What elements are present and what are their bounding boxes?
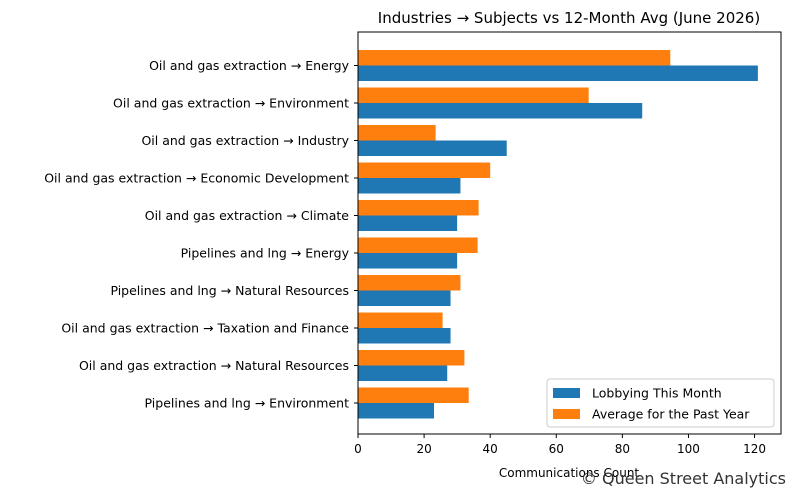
bar-this-month bbox=[358, 103, 643, 119]
plot-frame bbox=[357, 31, 782, 435]
y-tick-label: Oil and gas extraction → Economic Develo… bbox=[44, 171, 349, 186]
legend-swatch bbox=[553, 409, 580, 419]
y-tick-label: Oil and gas extraction → Environment bbox=[113, 96, 349, 111]
y-tick-label: Oil and gas extraction → Climate bbox=[145, 208, 350, 223]
bar-this-month bbox=[358, 65, 758, 81]
y-tick-labels: Oil and gas extraction → Energy Oil and g… bbox=[44, 58, 358, 411]
legend-label: Average for the Past Year bbox=[592, 407, 750, 422]
bar-past-year-avg bbox=[358, 200, 479, 216]
bar-this-month bbox=[358, 403, 435, 419]
chart-title: Industries → Subjects vs 12-Month Avg (J… bbox=[378, 9, 760, 27]
bar-this-month bbox=[358, 290, 451, 306]
y-tick-label: Pipelines and lng → Natural Resources bbox=[110, 283, 349, 298]
bar-past-year-avg bbox=[358, 312, 443, 328]
bar-past-year-avg bbox=[358, 162, 491, 178]
bar-this-month bbox=[358, 140, 507, 156]
bar-past-year-avg bbox=[358, 50, 671, 66]
bar-this-month bbox=[358, 178, 461, 194]
bar-this-month bbox=[358, 328, 451, 344]
y-tick-label: Pipelines and lng → Environment bbox=[145, 396, 350, 411]
bar-past-year-avg bbox=[358, 87, 589, 103]
x-tick-label: 80 bbox=[615, 442, 630, 456]
legend-box bbox=[546, 378, 775, 428]
legend-label: Lobbying This Month bbox=[592, 386, 722, 401]
legend: Lobbying This Month Average for the Past … bbox=[546, 378, 775, 428]
x-tick-label: 40 bbox=[483, 442, 498, 456]
bar-this-month bbox=[358, 215, 458, 231]
x-tick-labels: 0 20 40 60 80 100 120 bbox=[354, 434, 766, 456]
bar-past-year-avg bbox=[358, 275, 461, 291]
y-tick-label: Oil and gas extraction → Natural Resourc… bbox=[79, 358, 349, 373]
x-tick-label: 60 bbox=[549, 442, 564, 456]
y-tick-label: Oil and gas extraction → Industry bbox=[141, 133, 349, 148]
y-tick-label: Oil and gas extraction → Taxation and Fi… bbox=[61, 321, 349, 336]
bars-layer bbox=[358, 50, 758, 419]
bar-this-month bbox=[358, 365, 448, 381]
watermark: © Queen Street Analytics bbox=[580, 469, 786, 488]
x-axis-label: Communications Count bbox=[499, 466, 640, 480]
bar-this-month bbox=[358, 253, 458, 269]
y-tick-label: Oil and gas extraction → Energy bbox=[149, 58, 349, 73]
x-tick-label: 20 bbox=[416, 442, 431, 456]
legend-swatch bbox=[553, 388, 580, 398]
bar-past-year-avg bbox=[358, 350, 465, 366]
bar-past-year-avg bbox=[358, 387, 469, 403]
x-tick-label: 0 bbox=[354, 442, 362, 456]
x-tick-label: 120 bbox=[743, 442, 766, 456]
y-tick-label: Pipelines and lng → Energy bbox=[181, 246, 350, 261]
x-tick-label: 100 bbox=[677, 442, 700, 456]
bar-past-year-avg bbox=[358, 125, 436, 141]
bar-past-year-avg bbox=[358, 237, 478, 253]
